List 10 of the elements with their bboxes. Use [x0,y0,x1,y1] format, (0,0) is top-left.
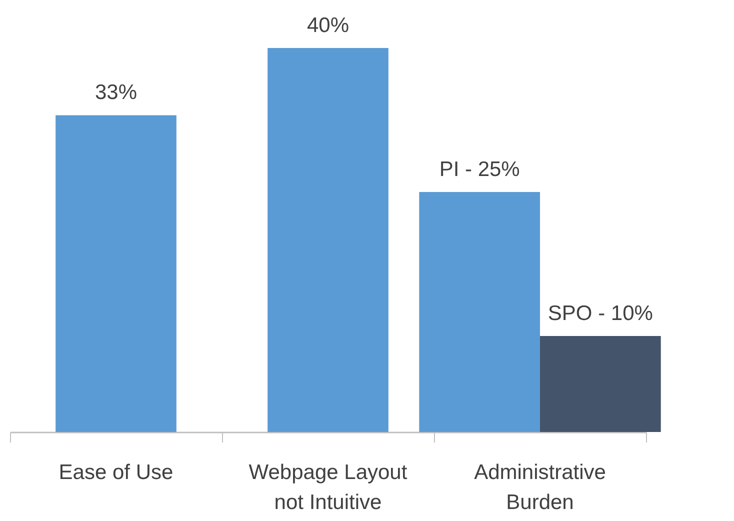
bar [540,336,661,432]
x-tick-label: Ease of Use [58,461,174,484]
bar [419,192,540,432]
x-tick-label: Webpage Layout not Intuitive [248,461,408,514]
annotation: PI - 25% [439,158,520,181]
x-tick-label: Administrative Burden [474,461,606,514]
data-label: 40% [306,14,350,37]
data-label: 33% [94,81,138,104]
annotation: SPO - 10% [548,302,653,325]
bar [56,115,176,432]
